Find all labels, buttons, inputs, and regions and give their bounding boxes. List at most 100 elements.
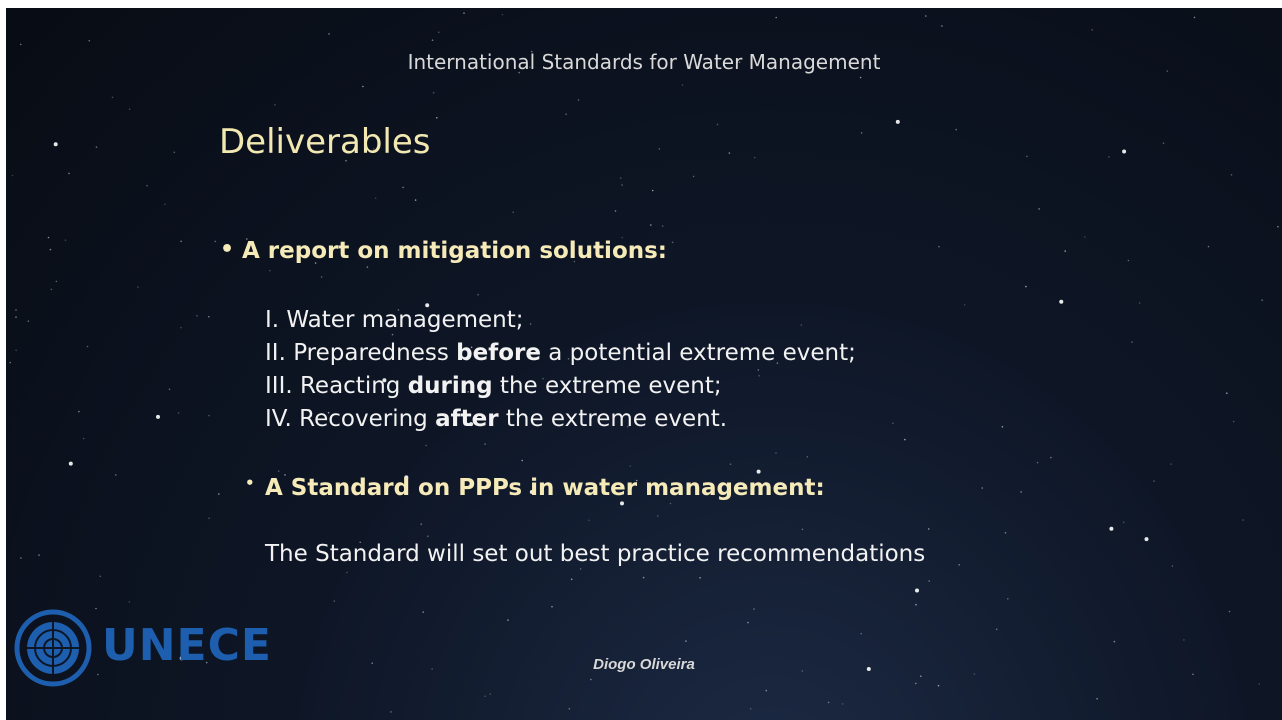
star — [420, 523, 422, 525]
bullet: • — [245, 474, 255, 492]
star — [730, 463, 732, 465]
star — [196, 315, 198, 317]
star — [48, 237, 50, 239]
star — [941, 25, 943, 27]
star — [54, 142, 58, 146]
un-emblem — [17, 612, 89, 684]
star — [402, 187, 404, 189]
star — [78, 411, 80, 413]
star — [20, 557, 22, 559]
star — [860, 633, 862, 635]
star — [650, 224, 652, 226]
star — [346, 572, 348, 574]
star — [729, 152, 731, 154]
star — [334, 600, 336, 602]
text-run: a potential extreme event; — [541, 340, 856, 366]
star — [9, 362, 11, 364]
star — [89, 40, 91, 42]
star — [218, 493, 220, 495]
star — [137, 286, 139, 288]
star — [432, 39, 434, 41]
bold-text: after — [435, 406, 498, 432]
star — [1192, 674, 1194, 676]
star — [1020, 491, 1022, 493]
star — [693, 176, 695, 178]
star — [1005, 532, 1007, 534]
star — [1231, 174, 1233, 176]
text-run: The Standard will set out best practice … — [265, 541, 925, 567]
star — [1153, 480, 1155, 482]
star — [321, 276, 323, 278]
star — [717, 124, 719, 126]
star — [766, 690, 768, 692]
star — [1170, 463, 1172, 465]
star — [1139, 302, 1141, 304]
star — [463, 12, 465, 14]
list-item: II. Preparedness before a potential extr… — [265, 337, 856, 370]
star — [974, 673, 976, 675]
star — [87, 346, 89, 348]
text-run: IV. Recovering — [265, 406, 435, 432]
star — [169, 389, 171, 391]
star — [422, 611, 424, 613]
star — [920, 675, 922, 677]
text-run: II. Preparedness — [265, 340, 456, 366]
star — [129, 108, 131, 110]
star — [753, 608, 755, 610]
star — [20, 44, 22, 46]
bold-text: during — [408, 373, 493, 399]
star — [56, 281, 58, 283]
star — [915, 604, 917, 606]
star — [652, 190, 654, 192]
star — [367, 266, 369, 268]
star — [569, 708, 571, 710]
author: Diogo Oliveira — [6, 656, 1282, 673]
star — [662, 225, 664, 227]
star — [51, 289, 53, 291]
star — [1123, 521, 1125, 523]
star — [521, 460, 523, 462]
star — [433, 92, 435, 94]
star — [750, 708, 752, 710]
slide: International Standards for Water Manage… — [6, 8, 1282, 720]
star — [659, 148, 661, 150]
star — [621, 184, 623, 186]
star — [146, 185, 148, 187]
star — [1261, 299, 1263, 301]
star — [425, 445, 427, 447]
star — [1059, 301, 1061, 303]
star — [100, 576, 102, 578]
star — [208, 517, 210, 519]
star — [1038, 208, 1040, 210]
star — [28, 320, 30, 322]
list-item: I. Water management; — [265, 304, 524, 337]
star — [828, 702, 830, 704]
star — [1064, 250, 1066, 252]
bullet: • — [220, 237, 234, 262]
star — [1277, 226, 1279, 228]
star — [996, 629, 998, 631]
star — [180, 241, 182, 243]
star — [1233, 421, 1235, 423]
star — [328, 33, 330, 35]
star — [775, 452, 777, 454]
star — [861, 132, 863, 134]
header-title: International Standards for Water Manage… — [6, 50, 1282, 74]
star — [981, 487, 983, 489]
star — [964, 304, 966, 306]
star — [928, 580, 930, 582]
star — [1122, 150, 1126, 154]
star — [362, 86, 364, 88]
star — [1050, 457, 1052, 459]
star — [1025, 286, 1027, 288]
star — [12, 175, 14, 177]
star — [112, 97, 114, 99]
star — [757, 470, 761, 474]
star — [278, 470, 280, 472]
star — [860, 77, 862, 79]
star — [955, 129, 957, 131]
star — [672, 242, 674, 244]
star — [938, 246, 940, 248]
star — [1208, 246, 1210, 248]
star — [1131, 341, 1133, 343]
